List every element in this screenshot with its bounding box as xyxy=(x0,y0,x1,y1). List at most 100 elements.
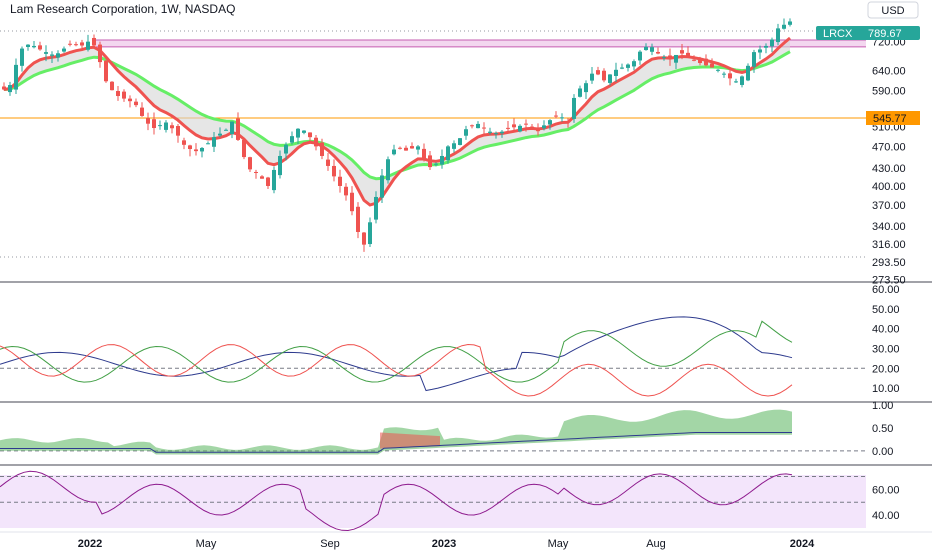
candle-body xyxy=(620,67,624,69)
momentum-area xyxy=(0,409,792,455)
candle-body xyxy=(26,44,30,48)
dmi-tick-label: 60.00 xyxy=(872,284,900,296)
ticker-label: LRCX xyxy=(823,28,853,40)
price-tick-label: 400.00 xyxy=(872,181,906,193)
candle-body xyxy=(146,118,150,124)
candle-body xyxy=(302,130,306,133)
candle-body xyxy=(74,44,78,46)
candle-body xyxy=(590,73,594,81)
candle-body xyxy=(632,61,636,67)
momentum-line xyxy=(0,432,792,453)
candle-body xyxy=(668,55,672,60)
candle-body xyxy=(716,69,720,71)
candle-body xyxy=(38,45,42,50)
candle-body xyxy=(680,50,684,54)
candle-body xyxy=(686,52,690,58)
candle-body xyxy=(86,41,90,50)
currency-label: USD xyxy=(881,5,904,17)
candle-body xyxy=(746,65,750,81)
candle-body xyxy=(110,81,114,91)
candle-body xyxy=(512,124,516,128)
candle-body xyxy=(578,88,582,97)
candle-body xyxy=(560,117,564,119)
candle-body xyxy=(524,123,528,125)
candle-body xyxy=(518,125,522,132)
time-axis-label: May xyxy=(548,538,569,550)
candle-body xyxy=(248,157,252,170)
candle-body xyxy=(764,45,768,48)
price-tick-label: 370.00 xyxy=(872,200,906,212)
candle-body xyxy=(776,28,780,43)
rsi-line xyxy=(0,470,793,532)
candle-body xyxy=(494,133,498,135)
time-axis-label: 2024 xyxy=(790,538,815,550)
ema-slow-line xyxy=(3,50,791,181)
candle-body xyxy=(398,147,402,149)
dmi-tick-label: 10.00 xyxy=(872,383,900,395)
candle-body xyxy=(710,63,714,68)
candle-body xyxy=(362,232,366,245)
currency-button[interactable]: USD xyxy=(867,1,919,19)
dmi-tick-label: 20.00 xyxy=(872,363,900,375)
candle-body xyxy=(122,91,126,99)
candle-body xyxy=(308,132,312,138)
candle-body xyxy=(566,121,570,123)
rsi-tick-label: 40.00 xyxy=(872,510,900,522)
candle-body xyxy=(626,64,630,68)
candle-body xyxy=(638,51,642,61)
candle-body xyxy=(14,64,18,90)
candle-body xyxy=(380,175,384,198)
candle-body xyxy=(332,165,336,177)
candle-body xyxy=(500,131,504,134)
chart-title: Lam Research Corporation, 1W, NASDAQ xyxy=(10,2,235,16)
time-axis-label: Aug xyxy=(646,538,666,550)
candle-body xyxy=(314,137,318,147)
candle-body xyxy=(530,126,534,128)
candle-body xyxy=(320,142,324,156)
candle-body xyxy=(602,70,606,81)
candle-body xyxy=(410,146,414,149)
candle-body xyxy=(440,155,444,165)
candle-body xyxy=(200,147,204,152)
candle-body xyxy=(416,146,420,150)
candle-body xyxy=(536,130,540,132)
candle-body xyxy=(194,149,198,152)
candle-body xyxy=(50,54,54,56)
candle-body xyxy=(56,53,60,58)
candle-body xyxy=(296,128,300,138)
candle-body xyxy=(728,73,732,79)
candle-body xyxy=(62,48,66,52)
candle-body xyxy=(446,146,450,161)
candle-body xyxy=(68,43,72,45)
candle-body xyxy=(8,85,12,93)
momentum-negative-area xyxy=(380,432,440,449)
candle-body xyxy=(134,101,138,106)
candle-body xyxy=(338,176,342,186)
candle-body xyxy=(242,139,246,158)
candle-body xyxy=(32,45,36,48)
candle-body xyxy=(368,222,372,245)
candle-body xyxy=(230,121,234,135)
momentum-tick-label: 0.00 xyxy=(872,446,893,458)
candle-body xyxy=(662,57,666,59)
candle-body xyxy=(698,59,702,64)
time-axis-label: Sep xyxy=(320,538,340,550)
candle-body xyxy=(482,127,486,129)
candle-body xyxy=(782,24,786,29)
candle-body xyxy=(650,47,654,52)
candle-body xyxy=(788,21,792,25)
candle-body xyxy=(182,140,186,145)
adx-line xyxy=(0,316,793,392)
price-tick-label: 340.00 xyxy=(872,221,906,233)
ema-cloud xyxy=(4,38,790,205)
candle-body xyxy=(404,147,408,151)
candle-body xyxy=(488,131,492,133)
candle-body xyxy=(374,196,378,220)
candle-body xyxy=(260,176,264,179)
candle-body xyxy=(554,115,558,117)
rsi-tick-label: 60.00 xyxy=(872,484,900,496)
candle-body xyxy=(224,129,228,131)
dmi-tick-label: 30.00 xyxy=(872,343,900,355)
candle-body xyxy=(434,163,438,165)
